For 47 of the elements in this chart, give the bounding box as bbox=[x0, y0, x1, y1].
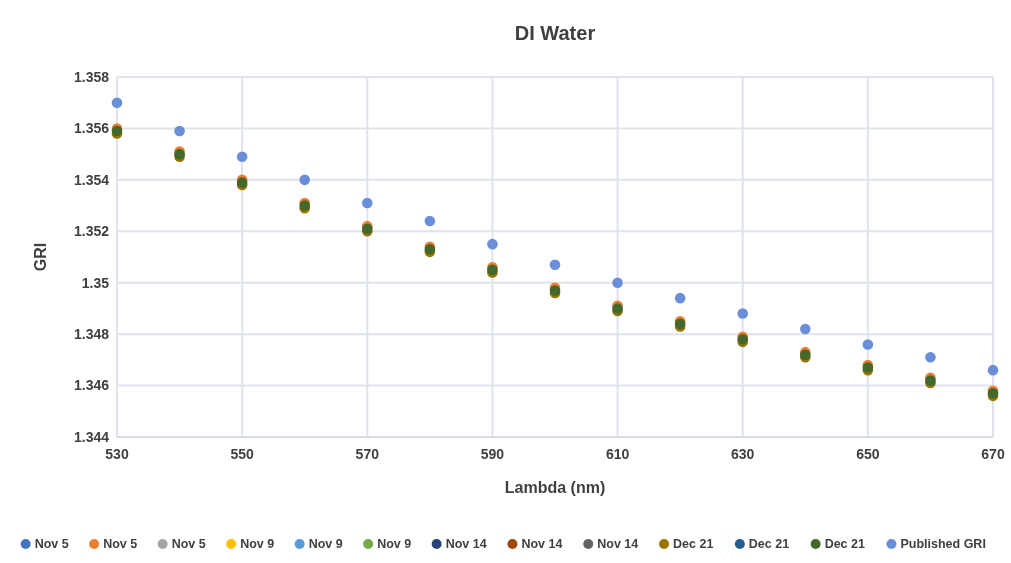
point bbox=[674, 292, 686, 304]
point bbox=[236, 151, 248, 162]
legend-label: Nov 5 bbox=[103, 537, 138, 552]
legend-label: Nov 5 bbox=[171, 537, 206, 552]
point bbox=[549, 259, 561, 270]
point bbox=[487, 238, 498, 250]
chart-title: DI Water bbox=[514, 22, 596, 44]
legend-label: Dec 21 bbox=[673, 537, 714, 552]
x-tick-label: 630 bbox=[731, 446, 755, 462]
y-axis-title: GRI bbox=[32, 242, 49, 272]
legend-label: Dec 21 bbox=[824, 537, 866, 552]
x-axis-title: Lambda (nm) bbox=[504, 479, 606, 496]
y-tick-label: 1.344 bbox=[73, 428, 110, 445]
x-tick-label: 570 bbox=[355, 446, 380, 462]
legend-label: Nov 9 bbox=[308, 537, 343, 552]
point bbox=[612, 277, 623, 288]
x-tick-label: 550 bbox=[230, 446, 255, 462]
point bbox=[799, 323, 811, 335]
legend-label: Nov 14 bbox=[445, 537, 487, 552]
y-tick-label: 1.346 bbox=[73, 377, 110, 394]
y-tick-label: 1.358 bbox=[73, 68, 110, 85]
legend-label: Nov 14 bbox=[521, 537, 563, 552]
y-tick-label: 1.354 bbox=[73, 171, 110, 188]
point bbox=[737, 308, 749, 319]
legend-label: Dec 21 bbox=[748, 537, 790, 552]
y-tick-label: 1.352 bbox=[73, 223, 110, 240]
point bbox=[862, 339, 874, 350]
x-tick-label: 530 bbox=[105, 446, 129, 462]
x-tick-label: 590 bbox=[480, 446, 505, 462]
point bbox=[111, 97, 123, 108]
y-tick-label: 1.348 bbox=[73, 326, 110, 343]
legend-label: Nov 9 bbox=[240, 537, 275, 552]
point bbox=[174, 125, 185, 137]
point bbox=[361, 197, 373, 209]
x-tick-label: 670 bbox=[981, 446, 1005, 462]
legend-label: Nov 14 bbox=[597, 537, 639, 552]
legend-label: Nov 9 bbox=[377, 537, 412, 552]
point bbox=[299, 174, 311, 186]
legend-label: Nov 5 bbox=[34, 537, 69, 552]
y-tick-label: 1.356 bbox=[73, 120, 110, 137]
point bbox=[987, 364, 999, 376]
x-tick-label: 610 bbox=[605, 446, 630, 462]
y-tick-label: 1.35 bbox=[81, 274, 110, 291]
point bbox=[424, 215, 436, 227]
point bbox=[925, 352, 936, 363]
legend-label: Published GRI bbox=[900, 537, 986, 552]
x-tick-label: 650 bbox=[856, 446, 880, 462]
